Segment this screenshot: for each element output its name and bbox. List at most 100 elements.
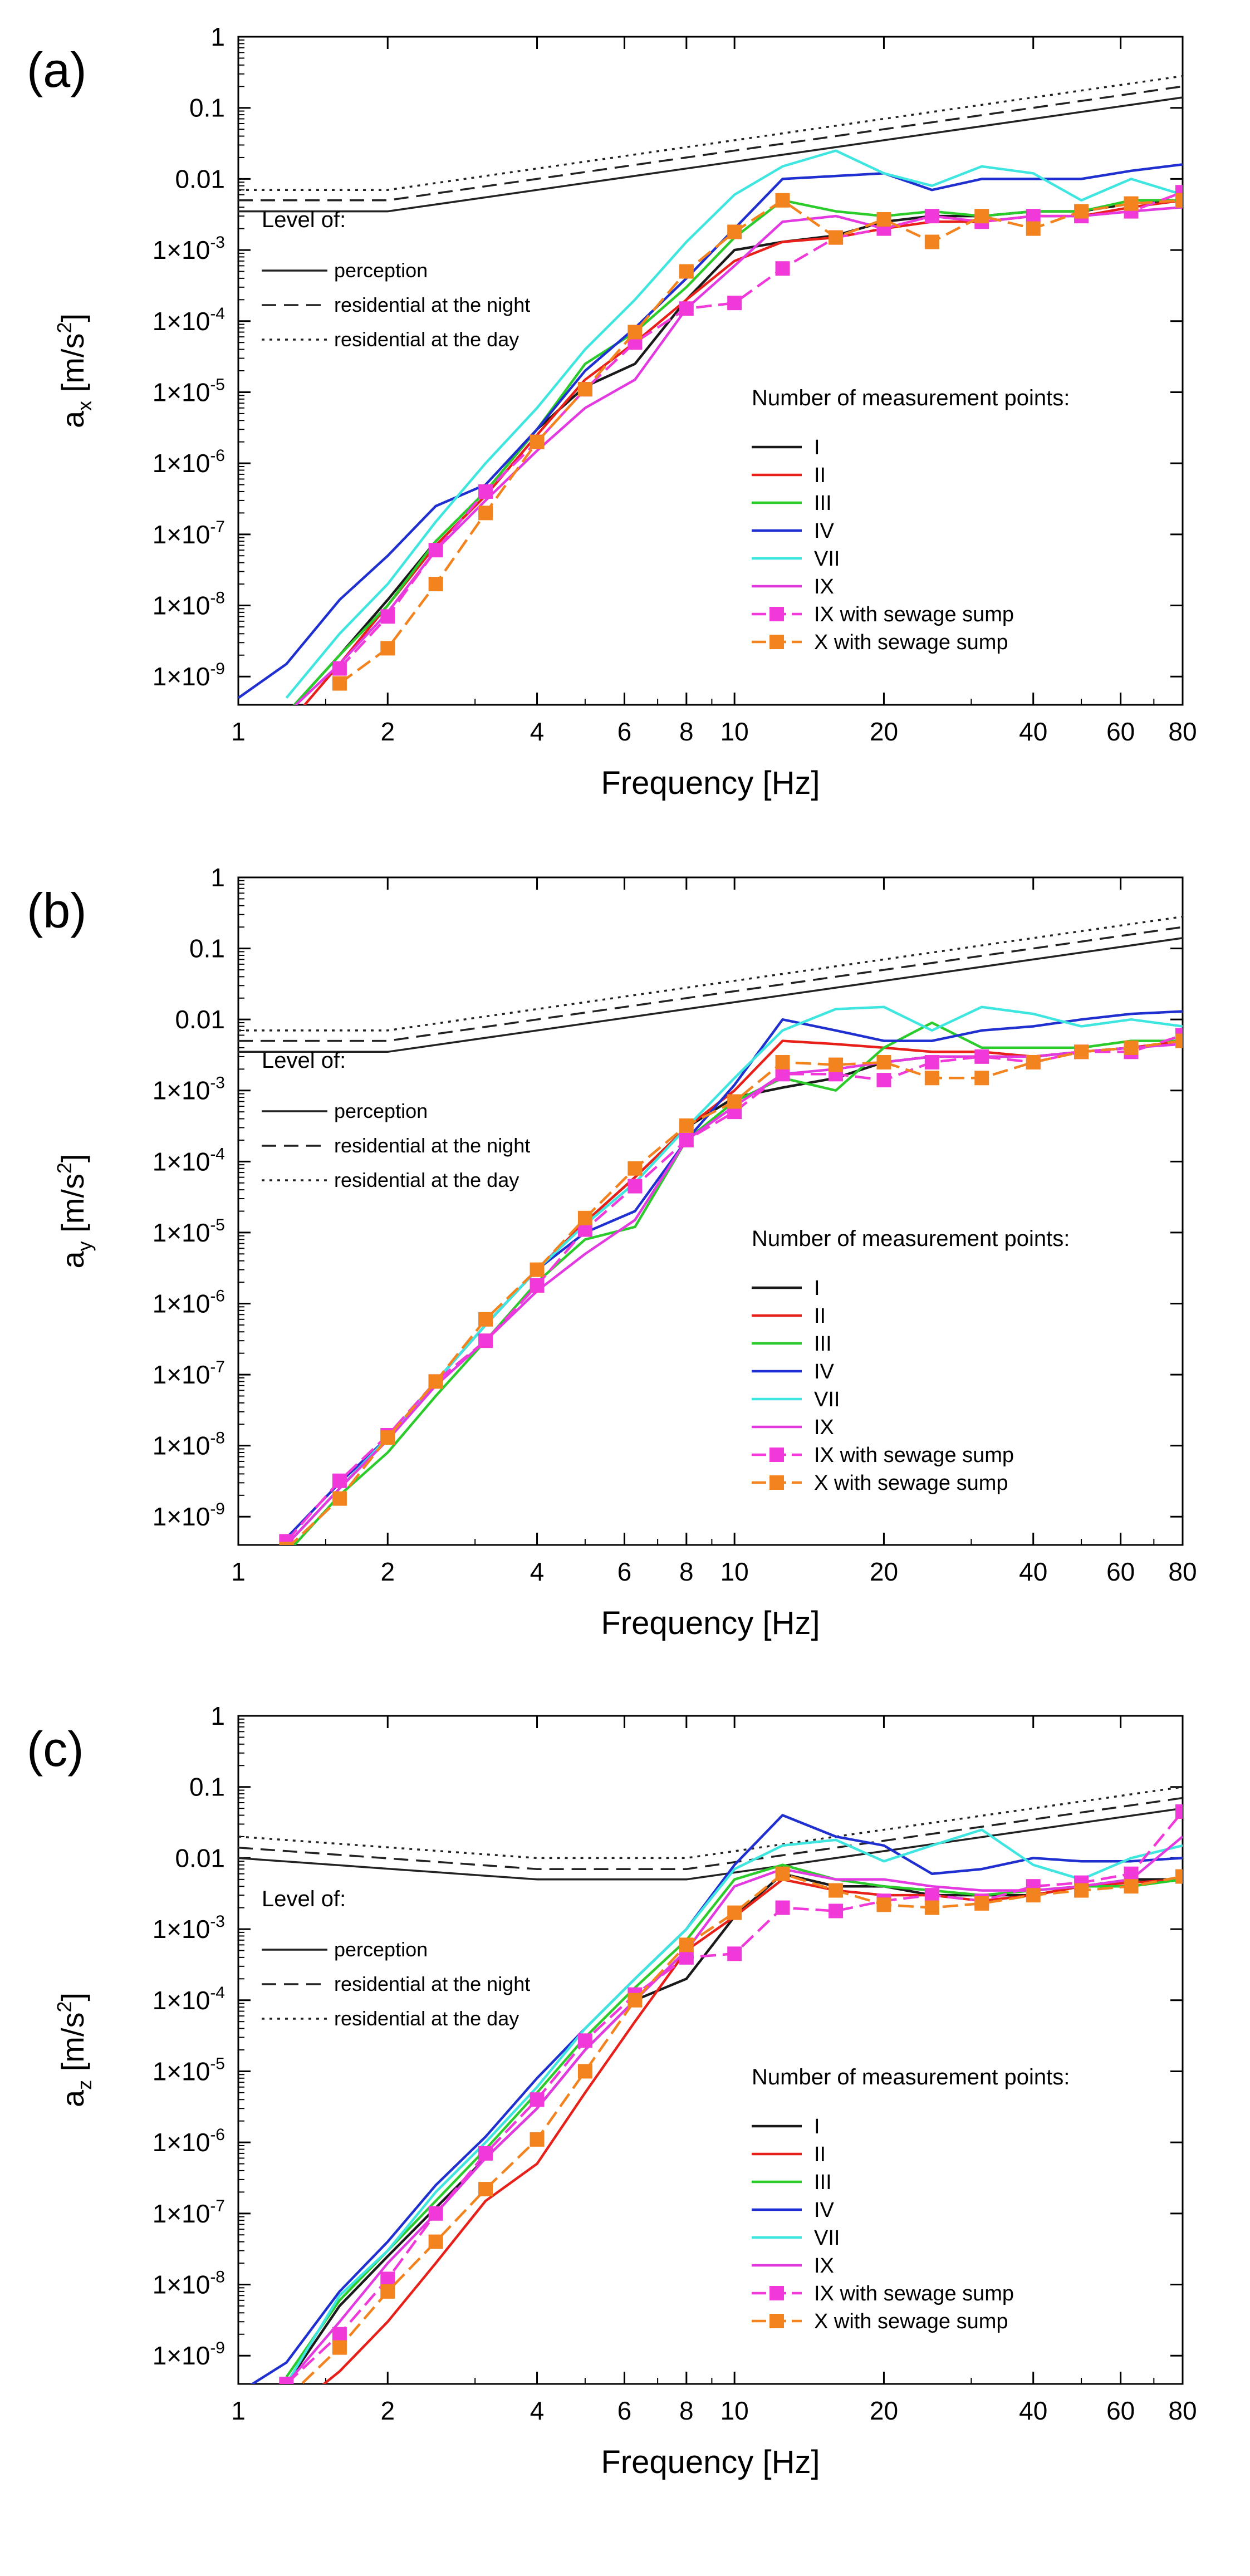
points-legend-label: IX [814,2254,834,2278]
series-marker-IXs [1026,209,1041,224]
series-marker-IXs [380,2271,395,2286]
series-marker-IXs [679,1950,694,1965]
series-marker-Xs [829,1057,844,1072]
series-marker-Xs [628,1993,643,2008]
series-marker-Xs [924,1900,939,1915]
series-marker-IXs [380,609,395,624]
level-legend-label: residential at the night [334,1973,530,1995]
series-marker-IXs [679,1132,694,1147]
series-marker-IXs [332,1473,347,1488]
y-tick-label: 1×10-4 [153,1984,225,2015]
points-legend: Number of measurement points:IIIIIIIVVII… [752,2065,1070,2333]
series-marker-Xs [679,264,694,279]
x-axis-title: Frequency [Hz] [601,2444,820,2480]
points-legend-label: III [814,492,832,515]
points-legend-label: III [814,2171,832,2194]
panel-a: (a) 1×10-9 1×10-8 1×10-7 1×10-6 1×10-5 1×10-4 1… [27,22,1197,801]
series-marker-Xs [775,193,790,208]
series-marker-Xs [428,577,443,592]
series-marker-Xs [974,1896,989,1911]
y-tick-exponent: -5 [210,2054,225,2073]
points-legend-label: IV [814,519,835,543]
series-line-VII [285,1005,1183,1545]
y-axis-title: ax [m/s2] [53,313,96,428]
series-marker-Xs [1175,193,1183,208]
series-marker-Xs [1124,1040,1139,1055]
x-tick-label: 20 [870,2396,898,2425]
x-tick-label: 2 [380,717,395,746]
x-tick-label: 8 [679,2396,694,2425]
y-tick-label: 0.1 [189,94,225,122]
series-marker-Xs [332,676,347,691]
series-marker-IXs [679,301,694,316]
series-marker-IXs [829,1903,844,1918]
x-tick-label: 8 [679,1557,694,1586]
y-tick-label: 0.1 [189,934,225,963]
x-tick-label: 2 [380,1557,395,1586]
points-legend-marker [769,1475,784,1490]
x-tick-label: 10 [720,1557,749,1586]
y-tick-exponent: -9 [210,660,225,678]
level-legend-title: Level of: [262,1887,346,1911]
y-tick-label: 1 [210,863,225,892]
level-line-solid [238,937,1183,1053]
y-tick-exponent: -9 [210,1500,225,1518]
series-marker-Xs [530,434,545,449]
series-marker-IXs [924,209,939,224]
y-tick-label: 1 [210,22,225,51]
points-legend-label: IV [814,2199,835,2222]
y-tick-label: 1×10-3 [153,1074,225,1105]
level-line-dotted [238,1785,1183,1859]
y-tick-exponent: -3 [210,233,225,252]
series-marker-Xs [428,1374,443,1389]
points-legend-label: X with sewage sump [814,1471,1008,1495]
level-legend-label: residential at the day [334,1169,519,1191]
y-tick-label: 1×10-8 [153,589,225,620]
y-tick-label: 1×10-5 [153,2054,225,2086]
series-line-IV [238,163,1183,699]
y-tick-exponent: -6 [210,2126,225,2144]
points-legend-label: II [814,1304,826,1328]
x-tick-label: 80 [1168,717,1197,746]
x-tick-label: 4 [530,2396,545,2425]
level-legend-label: perception [334,1100,428,1122]
series-marker-IXs [924,1888,939,1903]
points-legend-label: IX [814,1416,834,1439]
y-tick-exponent: -8 [210,2268,225,2286]
y-axis-title-subscript: x [73,401,96,411]
series-line-Xs [339,199,1183,685]
y-axis-title-main: a [55,2089,90,2107]
series-marker-Xs [1026,1888,1041,1903]
y-tick-label: 1×10-5 [153,375,225,406]
series-marker-Xs [727,224,742,239]
y-axis-title-close: ] [55,1993,90,2001]
points-legend-label: I [814,2115,820,2138]
x-tick-label: 80 [1168,1557,1197,1586]
level-legend-label: residential at the night [334,293,530,316]
panel-label: (c) [27,1721,84,1777]
x-tick-label: 1 [231,1557,246,1586]
series-marker-Xs [332,2340,347,2355]
points-legend-title: Number of measurement points: [752,1226,1070,1251]
series-marker-Xs [924,234,939,249]
level-line-dotted [238,915,1183,1032]
y-tick-label: 1 [210,1701,225,1730]
y-axis-title-main: a [55,1251,90,1269]
y-tick-exponent: -7 [210,1358,225,1376]
x-tick-label: 40 [1019,1557,1047,1586]
y-tick-label: 0.01 [175,1843,225,1872]
y-tick-label: 0.1 [189,1773,225,1802]
y-axis-title-superscript: 2 [53,1162,76,1174]
series-marker-Xs [1074,1883,1089,1898]
series-marker-Xs [478,506,493,521]
series-marker-Xs [628,1161,643,1176]
points-legend-title: Number of measurement points: [752,386,1070,410]
x-axis-title: Frequency [Hz] [601,765,820,801]
y-tick-exponent: -6 [210,1287,225,1305]
series-marker-Xs [679,1118,694,1133]
x-tick-label: 6 [617,1557,632,1586]
y-tick-label: 1×10-8 [153,1429,225,1460]
y-axis-title-subscript: z [73,2080,96,2090]
